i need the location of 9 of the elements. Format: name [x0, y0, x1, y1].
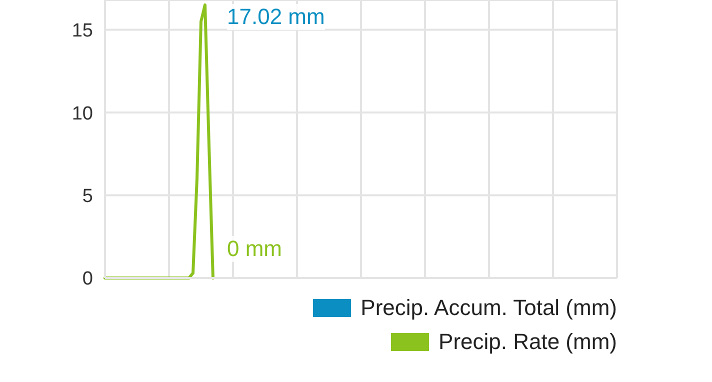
y-tick-label: 10: [72, 103, 93, 124]
annotation: 0 mm: [227, 236, 282, 262]
y-tick-label: 5: [82, 186, 93, 208]
annotation: 17.02 mm: [227, 4, 325, 30]
line-series: [104, 3, 214, 280]
legend-label: Precip. Rate (mm): [438, 329, 617, 355]
y-tick-label: 0: [82, 268, 93, 290]
y-tick-label: 15: [72, 20, 93, 42]
legend-label: Precip. Accum. Total (mm): [360, 295, 617, 321]
